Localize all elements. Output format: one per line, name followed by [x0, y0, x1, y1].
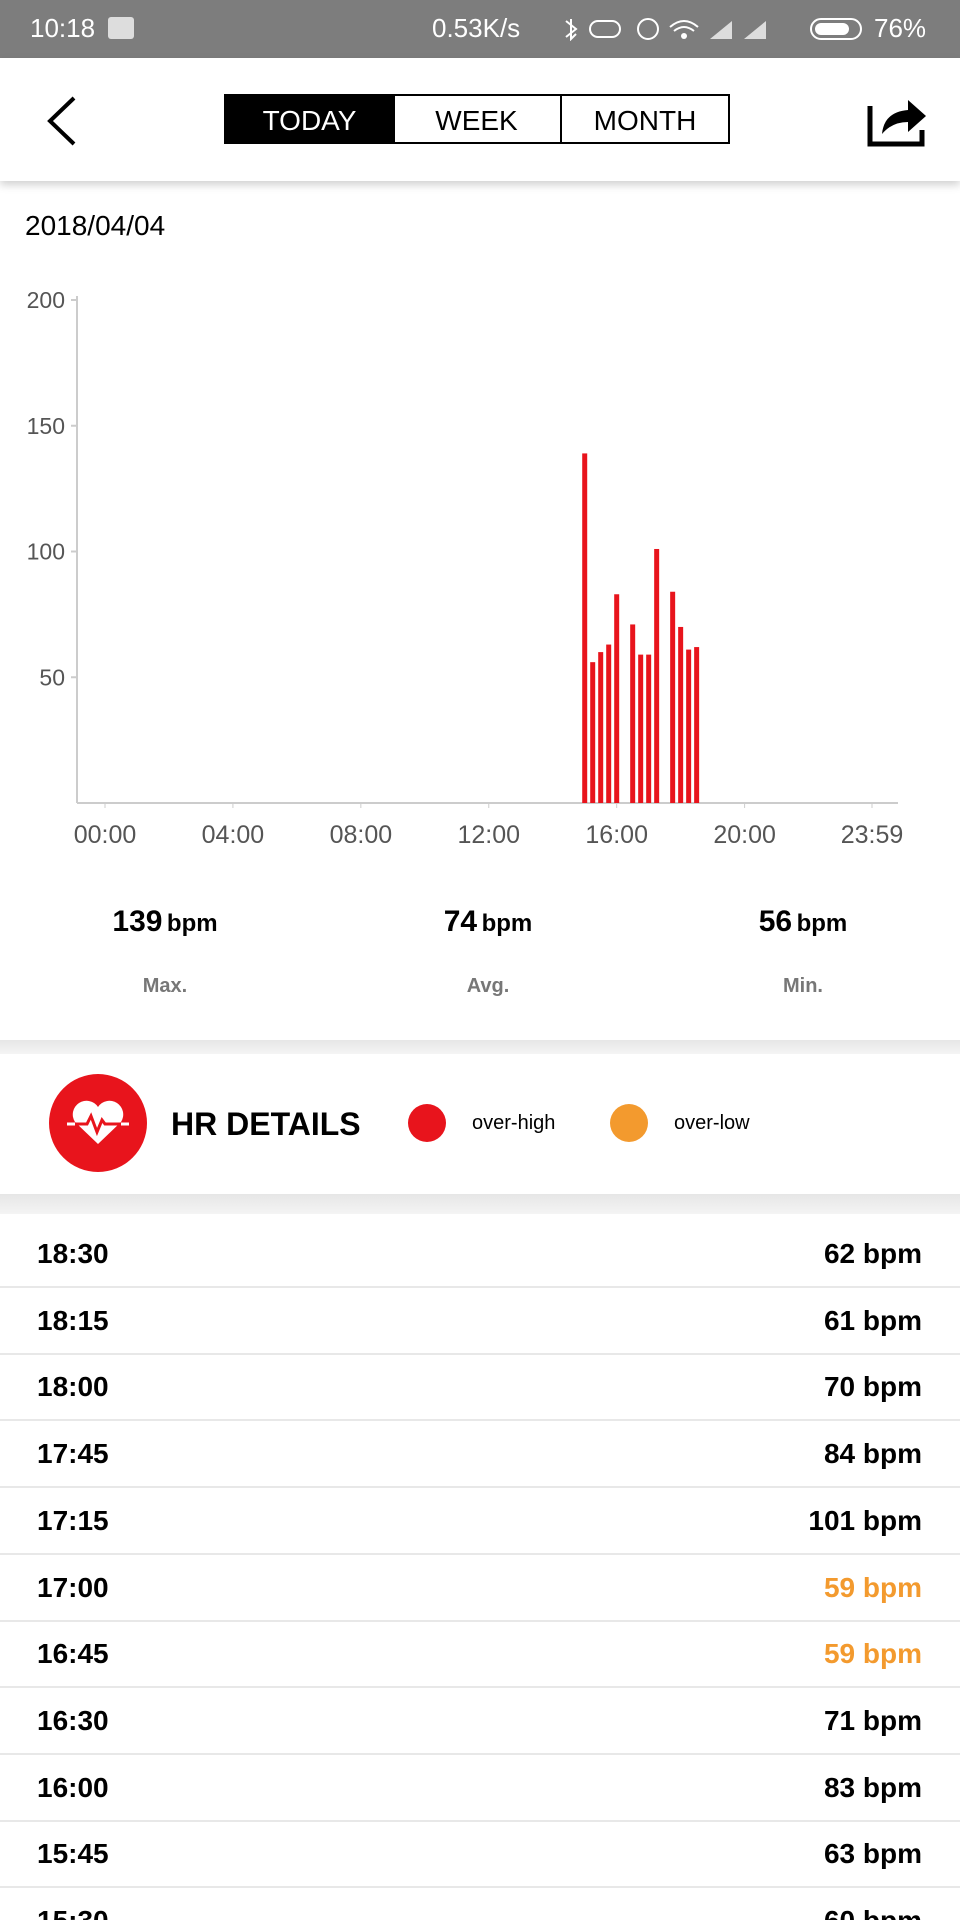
- row-hr: 60 bpm: [824, 1905, 922, 1920]
- bar: [614, 594, 620, 803]
- y-tick-label: 150: [27, 413, 65, 439]
- bar: [678, 626, 684, 803]
- bar: [638, 654, 644, 803]
- bar: [694, 647, 700, 803]
- divider: [0, 1194, 960, 1214]
- bar: [590, 662, 596, 803]
- stat-unit: bpm: [481, 910, 533, 937]
- bar: [646, 654, 652, 803]
- row-hr: 83 bpm: [823, 1771, 922, 1803]
- heart-icon: [49, 1074, 147, 1172]
- row-time: 15:45: [37, 1838, 109, 1870]
- x-tick-label: 16:00: [585, 821, 648, 849]
- row-hr: 71 bpm: [823, 1704, 922, 1736]
- list-row[interactable]: 16:45 59 bpm: [0, 1620, 960, 1689]
- x-tick-label: 23:59: [841, 821, 904, 849]
- row-time: 17:15: [37, 1504, 109, 1536]
- x-tick-label: 00:00: [74, 821, 137, 849]
- legend-label: over-high: [472, 1112, 556, 1134]
- stat-label: Max.: [142, 975, 188, 997]
- row-time: 16:00: [37, 1771, 109, 1803]
- row-time: 15:30: [37, 1905, 109, 1920]
- status-bar: 10:18 0.53K/s 76%: [0, 0, 960, 58]
- list-row[interactable]: 18:15 61 bpm: [0, 1287, 960, 1355]
- row-hr: 61 bpm: [823, 1304, 922, 1336]
- row-time: 16:30: [37, 1704, 109, 1736]
- divider: [0, 1040, 960, 1054]
- date: 2018/04/04: [25, 210, 166, 241]
- clock: 10:18: [30, 13, 96, 43]
- header: TODAY WEEK MONTH: [0, 58, 960, 181]
- list-row[interactable]: 15:45 63 bpm: [0, 1820, 960, 1889]
- bar: [606, 644, 612, 803]
- stat-unit: bpm: [166, 910, 218, 937]
- y-tick-label: 50: [39, 664, 65, 690]
- list-row[interactable]: 16:30 71 bpm: [0, 1687, 960, 1755]
- battery-level: 76%: [874, 13, 927, 43]
- row-hr: 101 bpm: [808, 1504, 922, 1536]
- bar: [670, 591, 676, 803]
- bar: [686, 649, 692, 803]
- row-time: 17:00: [37, 1571, 109, 1603]
- status-icons-svg: [565, 18, 766, 42]
- stat-value: 74: [443, 905, 478, 938]
- stat-value: 139: [112, 905, 163, 938]
- details-title: HR DETAILS: [171, 1106, 361, 1142]
- hr-chart: 50 100 150 200 00:00 04:00 08:00 12:00 16:00 20:0…: [27, 287, 904, 849]
- x-tick-label: 04:00: [202, 821, 265, 849]
- list-row[interactable]: 17:00 59 bpm: [0, 1554, 960, 1622]
- row-hr: 84 bpm: [823, 1438, 922, 1470]
- stat-label: Avg.: [466, 975, 510, 997]
- net-speed: 0.53K/s: [432, 13, 521, 43]
- stat-unit: bpm: [796, 910, 848, 937]
- list-row[interactable]: 17:45 84 bpm: [0, 1420, 960, 1489]
- x-tick-label: 08:00: [330, 821, 393, 849]
- x-tick-label: 20:00: [713, 821, 776, 849]
- list-row[interactable]: 15:30 60 bpm: [0, 1887, 960, 1920]
- row-hr: 70 bpm: [823, 1371, 922, 1403]
- details-header: HR DETAILS over-high over-low: [0, 1054, 960, 1194]
- row-hr: 63 bpm: [823, 1838, 922, 1870]
- list-row[interactable]: 16:00 83 bpm: [0, 1754, 960, 1822]
- legend-dot: [408, 1104, 446, 1142]
- hr-list: 18:30 62 bpm 18:15 61 bpm 18:00 70 bpm 17:45 84…: [0, 1220, 960, 1920]
- list-row[interactable]: 18:00 70 bpm: [0, 1353, 960, 1422]
- row-time: 18:15: [37, 1304, 109, 1336]
- row-hr: 62 bpm: [823, 1238, 922, 1269]
- tab-month[interactable]: MONTH: [560, 94, 730, 144]
- row-time: 18:00: [37, 1371, 109, 1403]
- x-tick-label: 12:00: [457, 821, 520, 849]
- status-icons: [560, 17, 800, 42]
- tab-week[interactable]: WEEK: [393, 94, 562, 144]
- legend-label: over-low: [674, 1112, 750, 1134]
- row-time: 17:45: [37, 1438, 109, 1470]
- stat: 74 bpm: [368, 905, 608, 939]
- row-time: 18:30: [37, 1238, 109, 1269]
- stat: 56 bpm: [683, 905, 923, 939]
- tab-today[interactable]: TODAY: [224, 94, 395, 144]
- row-hr: 59 bpm: [823, 1638, 922, 1670]
- y-tick-label: 100: [27, 539, 65, 565]
- bar: [582, 453, 588, 803]
- row-time: 16:45: [37, 1638, 109, 1670]
- back-button[interactable]: [40, 94, 84, 148]
- bar: [598, 652, 604, 803]
- y-tick-label: 200: [27, 287, 65, 313]
- stat-value: 56: [758, 905, 793, 938]
- list-row[interactable]: 17:15 101 bpm: [0, 1487, 960, 1555]
- stat-label: Min.: [783, 975, 823, 997]
- legend-dot: [610, 1104, 648, 1142]
- list-row[interactable]: 18:30 62 bpm: [0, 1220, 960, 1288]
- notification-icon: [108, 17, 134, 39]
- row-hr: 59 bpm: [823, 1571, 922, 1603]
- share-button[interactable]: [866, 94, 928, 148]
- battery-icon: [810, 18, 862, 40]
- bar: [654, 548, 660, 803]
- stat: 139 bpm: [45, 905, 285, 939]
- bar: [630, 624, 636, 803]
